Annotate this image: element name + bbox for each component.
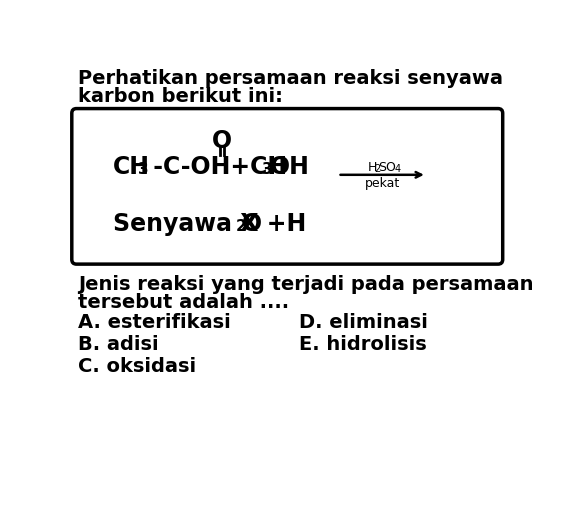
Text: 3: 3: [138, 162, 148, 177]
Text: H: H: [368, 161, 378, 174]
Text: Senyawa X +H: Senyawa X +H: [113, 212, 306, 236]
Text: 2: 2: [236, 219, 247, 234]
Text: O: O: [212, 129, 232, 153]
Text: 3: 3: [262, 162, 273, 177]
Text: tersebut adalah ....: tersebut adalah ....: [78, 294, 289, 312]
Text: pekat: pekat: [365, 177, 400, 190]
Text: Jenis reaksi yang terjadi pada persamaan: Jenis reaksi yang terjadi pada persamaan: [78, 275, 533, 294]
Text: O: O: [242, 212, 262, 236]
Text: SO: SO: [378, 161, 396, 174]
Text: B. adisi: B. adisi: [78, 335, 158, 354]
Text: OH: OH: [269, 155, 309, 179]
Text: CH: CH: [113, 155, 150, 179]
Text: A. esterifikasi: A. esterifikasi: [78, 313, 231, 333]
Text: Perhatikan persamaan reaksi senyawa: Perhatikan persamaan reaksi senyawa: [78, 68, 503, 88]
Text: 4: 4: [395, 164, 401, 174]
Text: karbon berikut ini:: karbon berikut ini:: [78, 87, 283, 106]
Text: E. hidrolisis: E. hidrolisis: [299, 335, 427, 354]
FancyBboxPatch shape: [72, 108, 502, 264]
Text: C. oksidasi: C. oksidasi: [78, 356, 196, 376]
Text: D. eliminasi: D. eliminasi: [299, 313, 428, 333]
Text: -C-OH+CH: -C-OH+CH: [144, 155, 287, 179]
Text: 2: 2: [374, 164, 380, 174]
